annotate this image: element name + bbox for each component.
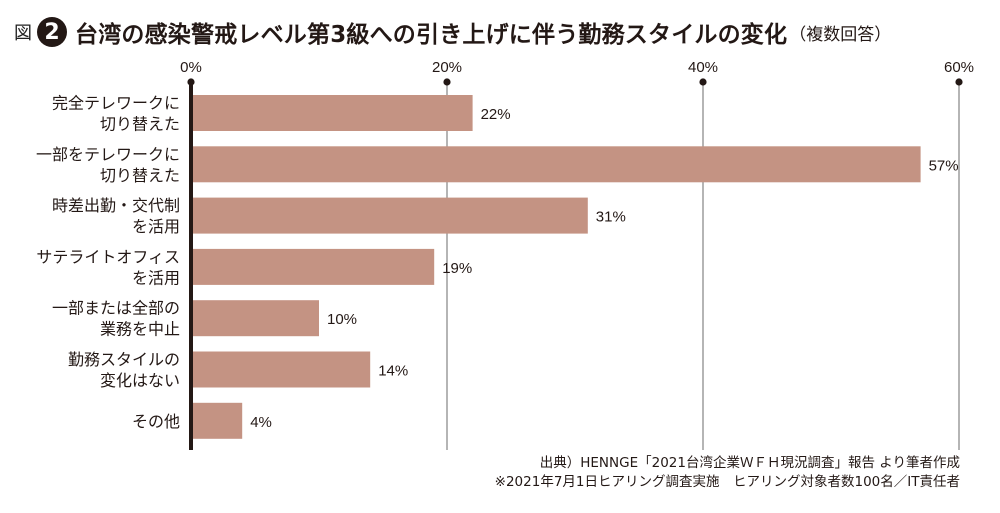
- x-tick-label: 0%: [180, 59, 202, 76]
- category-label: 切り替えた: [100, 115, 180, 134]
- bar: [191, 146, 921, 183]
- x-tick-dot: [443, 78, 451, 86]
- bar-value-label: 31%: [596, 209, 626, 226]
- footnotes: 出典）HENNGE「2021台湾企業ＷＦＨ現況調査」報告 より筆者作成 ※202…: [495, 454, 960, 492]
- category-label: 切り替えた: [100, 166, 180, 185]
- category-label: その他: [132, 412, 180, 431]
- category-label: 勤務スタイルの: [68, 350, 180, 369]
- bar-value-label: 19%: [442, 260, 472, 277]
- figure-number-badge: 2: [37, 17, 67, 47]
- x-tick-label: 20%: [432, 59, 462, 76]
- bar-value-label: 57%: [929, 157, 959, 174]
- chart-subtitle: （複数回答）: [789, 24, 892, 45]
- chart-title-row: 図 2 台湾の感染警戒レベル第3級への引き上げに伴う勤務スタイルの変化 （複数回…: [14, 14, 891, 50]
- bar: [191, 300, 319, 337]
- x-tick-label: 40%: [688, 59, 718, 76]
- figure-prefix: 図: [14, 23, 32, 44]
- survey-note: ※2021年7月1日ヒアリング調査実施 ヒアリング対象者数100名／IT責任者: [494, 474, 960, 490]
- bar: [191, 95, 473, 131]
- category-label: サテライトオフィス: [36, 247, 180, 266]
- chart-title: 台湾の感染警戒レベル第3級への引き上げに伴う勤務スタイルの変化: [75, 22, 788, 48]
- bar-value-label: 4%: [250, 414, 272, 431]
- category-label: 変化はない: [100, 371, 180, 390]
- category-label: 業務を中止: [100, 320, 180, 339]
- bar: [191, 351, 371, 388]
- category-label: を活用: [132, 268, 180, 287]
- bar: [191, 402, 243, 439]
- category-label: 一部をテレワークに: [36, 145, 180, 164]
- source-note: 出典）HENNGE「2021台湾企業ＷＦＨ現況調査」報告 より筆者作成: [539, 455, 960, 471]
- category-label: 時差出勤・交代制: [52, 196, 180, 215]
- bar-value-label: 14%: [378, 363, 408, 380]
- x-tick-dot: [699, 78, 707, 86]
- x-tick-label: 60%: [944, 59, 974, 76]
- x-tick-dot: [955, 78, 963, 86]
- category-label: を活用: [132, 217, 180, 236]
- bar-value-label: 10%: [327, 311, 357, 328]
- bar: [191, 248, 435, 285]
- bar-value-label: 22%: [481, 106, 511, 123]
- category-label: 一部または全部の: [52, 299, 180, 318]
- category-label: 完全テレワークに: [52, 94, 180, 113]
- bar: [191, 197, 588, 234]
